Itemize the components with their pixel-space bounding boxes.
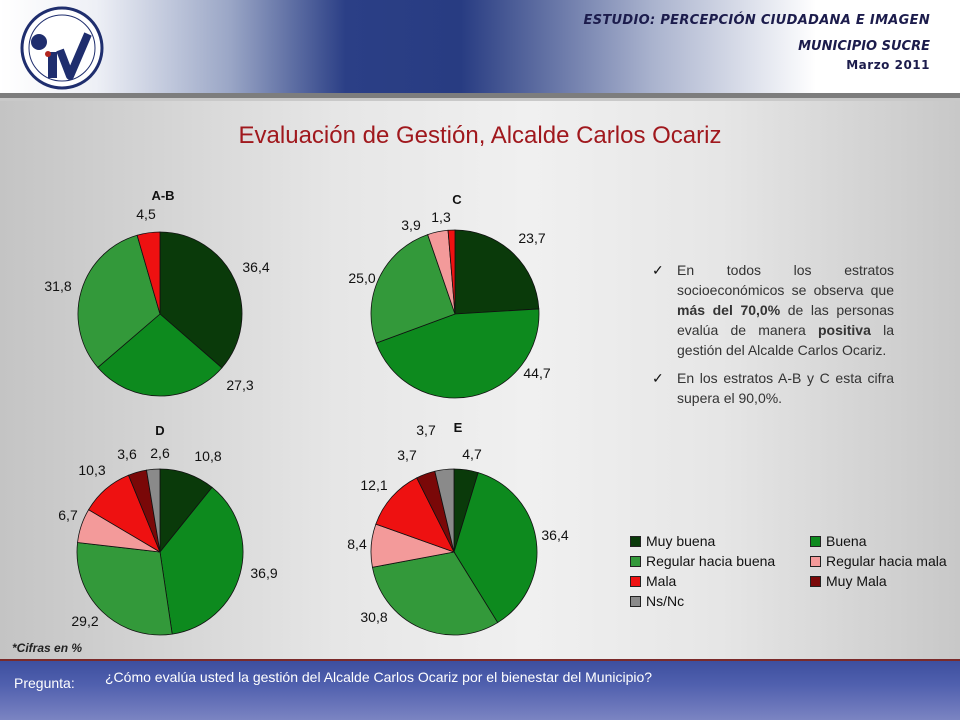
insight-1-text-c: la gestión del Alcalde Carlos Ocariz. [677,322,894,358]
pie-slice [146,468,161,553]
header-divider [0,93,960,98]
legend-item: Ns/Nc [630,593,684,611]
pie-title: A-B [151,188,174,203]
pie-title: C [452,192,462,207]
pie-value-label: 10,3 [78,462,105,478]
pie-slice [370,234,456,344]
checkmark-icon: ✓ [652,370,664,386]
insight-1-text-a: En todos los estratos socioeconómicos se… [677,262,894,298]
pie-value-label: 3,6 [117,446,137,462]
pie-slice [77,234,161,369]
study-info: ESTUDIO: PERCEPCIÓN CIUDADANA E IMAGEN M… [584,13,930,72]
legend-swatch [630,535,641,547]
pie-value-label: 10,8 [194,448,221,464]
study-municipality: MUNICIPIO SUCRE [798,39,930,54]
pie-value-label: 3,7 [397,447,417,463]
pie-slice [371,551,499,636]
legend-label: Mala [646,573,677,589]
legend-label: Ns/Nc [646,593,685,609]
pie-title: D [155,423,164,438]
pie-slice [159,486,244,635]
insight-1-bold-b: positiva [817,322,871,338]
legend-swatch [630,575,641,587]
legend-item: Mala [630,573,676,591]
legend-swatch [810,575,821,587]
pie-value-label: 36,4 [242,259,269,275]
pie-slice [159,231,243,369]
pie-value-label: 2,6 [150,445,170,461]
legend-swatch [630,595,641,607]
pie-value-label: 36,4 [541,527,568,543]
question-label: Pregunta: [14,675,75,691]
pie-value-label: 29,2 [71,613,98,629]
pie-value-label: 1,3 [431,209,451,225]
pie-value-label: 3,9 [401,217,421,233]
pie-chart-c: C 23,7 44,7 25,0 3,9 1,3 [348,192,551,399]
legend-label: Muy buena [646,533,716,549]
study-title: ESTUDIO: PERCEPCIÓN CIUDADANA E IMAGEN [583,13,930,28]
insights-list: ✓ En todos los estratos socioeconómicos … [652,260,894,416]
pie-value-label: 4,5 [136,206,156,222]
pie-value-label: 31,8 [44,278,71,294]
pie-value-label: 8,4 [347,536,367,552]
legend-label: Buena [826,533,867,549]
pie-title: E [454,420,463,435]
insight-1-text-b: de las personas evalúa de manera [677,302,894,338]
footer-bar [0,659,960,720]
pie-slice [375,308,540,399]
pie-value-label: 44,7 [523,365,550,381]
pie-value-label: 3,7 [416,422,436,438]
pie-value-label: 27,3 [226,377,253,393]
insight-1-bold-a: más del 70,0% [677,302,781,318]
pie-slice [434,468,455,553]
pie-value-label: 6,7 [58,507,78,523]
pie-slice [454,229,540,315]
pie-chart-a-b: A-B 36,4 27,3 31,8 4,5 [44,188,270,397]
question-text: ¿Cómo evalúa usted la gestión del Alcald… [105,669,653,685]
pie-value-label: 12,1 [360,477,387,493]
checkmark-icon: ✓ [652,262,664,278]
pie-slice [136,231,161,315]
legend-item: Buena [810,533,866,551]
institute-logo [20,6,104,90]
page-title: Evaluación de Gestión, Alcalde Carlos Oc… [238,122,722,149]
study-date: Marzo 2011 [846,58,930,72]
legend-label: Muy Mala [826,573,887,589]
legend-label: Regular hacia mala [826,553,947,569]
legend-swatch [630,555,641,567]
pie-slice [447,229,456,315]
pie-value-label: 23,7 [518,230,545,246]
pie-chart-e: E 4,7 36,4 30,8 8,4 12,1 3,7 3,7 [347,420,569,636]
legend-item: Muy Mala [810,573,887,591]
pie-value-label: 4,7 [462,446,482,462]
pie-value-label: 36,9 [250,565,277,581]
pie-value-label: 25,0 [348,270,375,286]
header-banner [0,0,960,93]
legend-swatch [810,555,821,567]
pie-slice [97,313,223,397]
legend-item: Regular hacia buena [630,553,775,571]
legend-item: Regular hacia mala [810,553,947,571]
legend-item: Muy buena [630,533,715,551]
insight-bullet-1: ✓ En todos los estratos socioeconómicos … [652,260,894,360]
pie-slice [76,542,173,636]
pie-chart-d: D 10,8 36,9 29,2 6,7 10,3 3,6 2,6 [58,423,278,636]
insight-bullet-2: ✓ En los estratos A-B y C esta cifra sup… [652,368,894,408]
legend-swatch [810,535,821,547]
pie-slice [375,477,455,553]
insight-2-text: En los estratos A-B y C esta cifra super… [677,370,894,406]
pie-value-label: 30,8 [360,609,387,625]
legend-label: Regular hacia buena [646,553,776,569]
footnote: *Cifras en % [12,641,83,655]
